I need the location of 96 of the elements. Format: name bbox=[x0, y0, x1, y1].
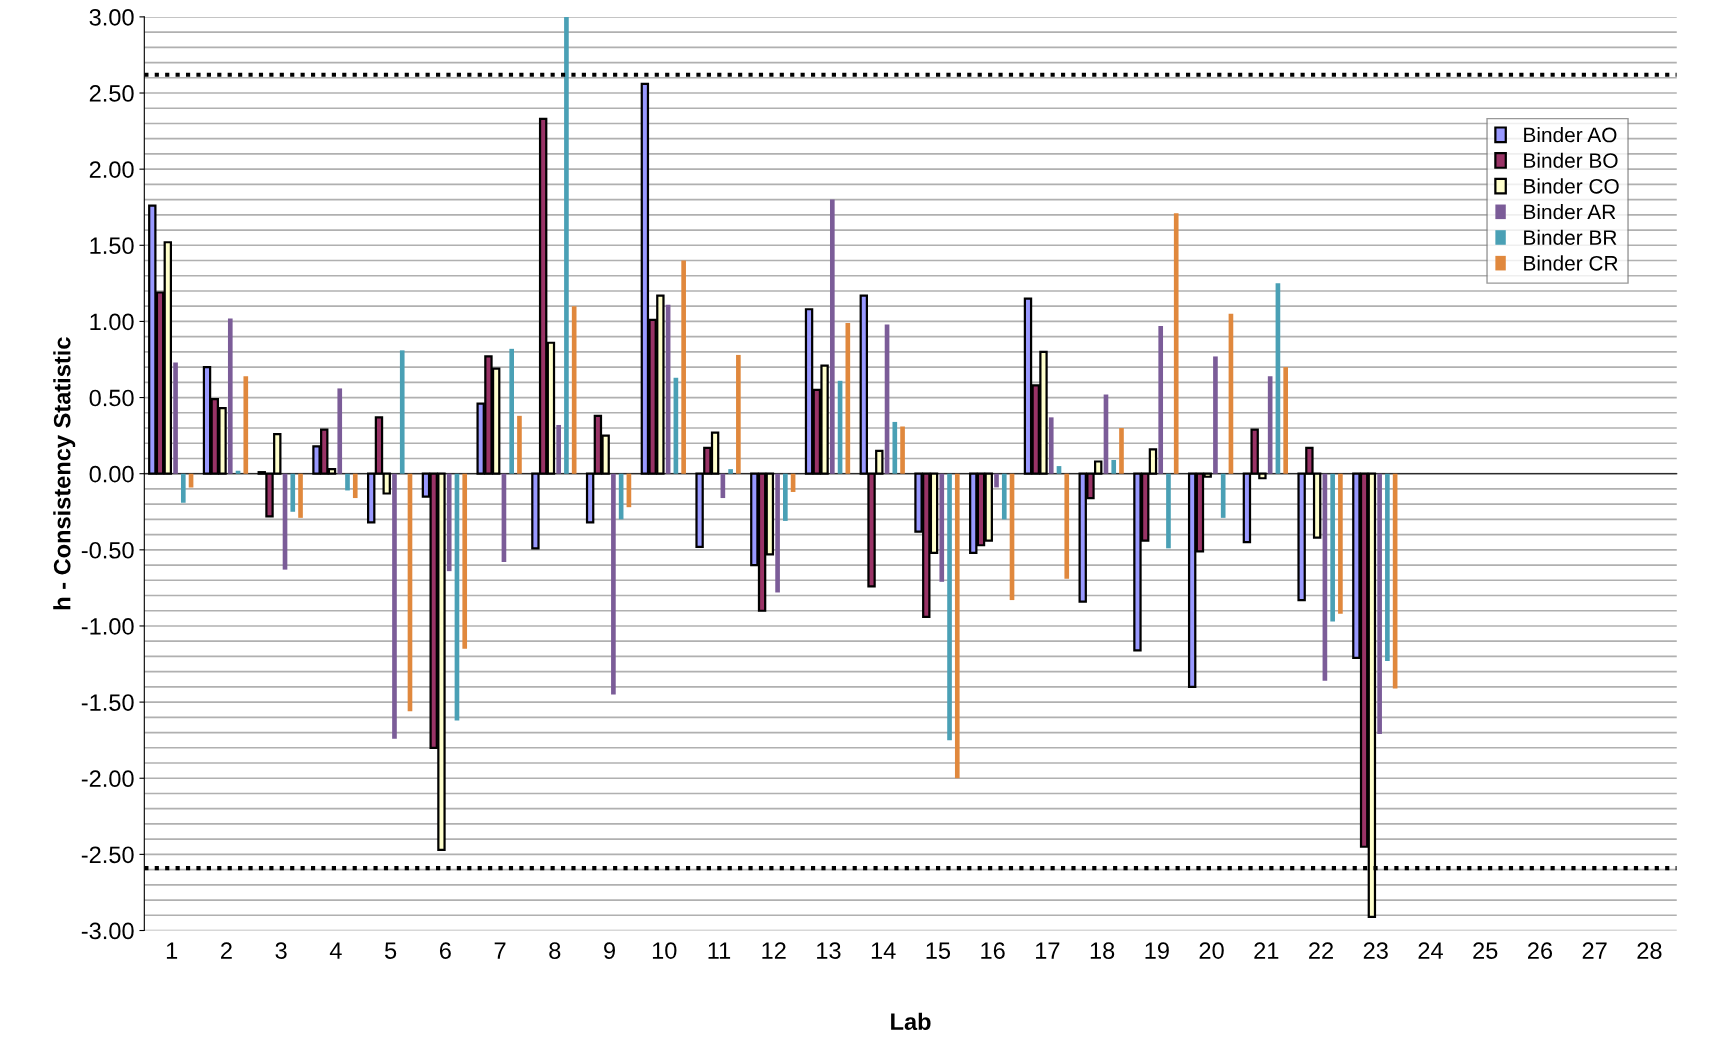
bar bbox=[681, 260, 686, 474]
bar bbox=[900, 426, 905, 474]
legend-label: Binder BR bbox=[1524, 229, 1617, 245]
x-tick-label: 19 bbox=[1145, 942, 1169, 959]
bar bbox=[173, 362, 178, 474]
bar bbox=[1220, 473, 1226, 518]
bar bbox=[290, 473, 296, 512]
bar bbox=[947, 473, 952, 741]
bar bbox=[939, 473, 945, 582]
x-tick-label: 23 bbox=[1363, 942, 1388, 959]
bar bbox=[352, 473, 358, 499]
bar bbox=[1385, 473, 1390, 661]
x-tick-label: 2 bbox=[221, 942, 232, 959]
x-tick-label: 26 bbox=[1528, 942, 1553, 959]
bar bbox=[994, 473, 999, 488]
bar bbox=[1166, 473, 1171, 549]
y-tick-label: -1.50 bbox=[81, 694, 134, 711]
bar bbox=[446, 473, 452, 572]
x-tick-label: 25 bbox=[1473, 942, 1498, 959]
y-tick-label: 2.50 bbox=[89, 85, 134, 102]
x-tick-label: 10 bbox=[652, 942, 677, 959]
legend-label: Binder CO bbox=[1524, 178, 1619, 194]
bar bbox=[227, 318, 233, 474]
y-tick-label: 0.50 bbox=[89, 389, 134, 407]
bar bbox=[399, 350, 405, 474]
y-tick-label: -0.50 bbox=[81, 541, 134, 559]
bar bbox=[1338, 473, 1343, 614]
bar bbox=[1119, 428, 1124, 474]
x-tick-label: 12 bbox=[762, 942, 786, 959]
x-tick-label: 24 bbox=[1418, 942, 1443, 959]
bar bbox=[1056, 466, 1062, 474]
bar bbox=[556, 424, 561, 474]
bar bbox=[728, 469, 733, 474]
x-tick-label: 11 bbox=[708, 942, 731, 959]
x-tick-label: 16 bbox=[981, 942, 1005, 959]
bar bbox=[298, 473, 303, 518]
bar bbox=[775, 473, 780, 593]
x-tick-label: 28 bbox=[1637, 942, 1662, 959]
y-tick-label: -2.50 bbox=[81, 846, 134, 864]
y-tick-label: 1.50 bbox=[90, 237, 134, 255]
bar bbox=[1330, 473, 1335, 622]
bar bbox=[1283, 367, 1288, 474]
bar bbox=[243, 376, 249, 474]
legend-label: Binder AO bbox=[1524, 126, 1617, 143]
x-tick-label: 6 bbox=[439, 942, 451, 959]
bar bbox=[345, 473, 350, 491]
x-tick-label: 18 bbox=[1090, 942, 1115, 959]
bar bbox=[1173, 213, 1179, 474]
x-tick-label: 15 bbox=[926, 942, 951, 959]
x-tick-label: 22 bbox=[1309, 942, 1333, 959]
legend-label: Binder BO bbox=[1524, 152, 1618, 168]
bar bbox=[783, 473, 788, 521]
x-tick-label: 4 bbox=[329, 942, 342, 959]
bar bbox=[337, 388, 343, 474]
x-tick-label: 1 bbox=[166, 942, 178, 959]
bar bbox=[462, 473, 468, 649]
bar bbox=[1377, 473, 1382, 735]
bar bbox=[829, 199, 835, 474]
bar bbox=[180, 473, 186, 503]
x-tick-label: 27 bbox=[1582, 942, 1607, 959]
y-axis-title: h - Consistency Statistic bbox=[53, 337, 76, 610]
bar bbox=[1213, 356, 1218, 474]
y-tick-label: 0.00 bbox=[89, 465, 134, 483]
x-tick-label: 9 bbox=[604, 942, 615, 959]
bar bbox=[1048, 417, 1054, 474]
bar bbox=[392, 473, 397, 739]
bar bbox=[509, 348, 515, 474]
bar bbox=[1158, 325, 1164, 474]
bar bbox=[736, 354, 741, 474]
bar bbox=[954, 473, 960, 779]
bar bbox=[1111, 459, 1117, 474]
x-tick-label: 8 bbox=[549, 942, 561, 959]
bar bbox=[1001, 473, 1007, 520]
bar bbox=[517, 415, 522, 474]
x-tick-label: 3 bbox=[275, 942, 287, 959]
bar bbox=[564, 16, 569, 474]
x-axis-title: Lab bbox=[891, 1012, 931, 1031]
y-tick-label: 1.00 bbox=[90, 313, 134, 331]
legend-label: Binder CR bbox=[1524, 255, 1618, 271]
y-tick-label: -1.00 bbox=[81, 618, 134, 635]
legend-label: Binder AR bbox=[1524, 204, 1616, 220]
bar bbox=[1064, 473, 1070, 579]
x-tick-label: 7 bbox=[494, 942, 506, 959]
y-tick-label: 3.00 bbox=[89, 8, 134, 26]
x-tick-label: 17 bbox=[1036, 942, 1060, 959]
x-tick-label: 20 bbox=[1199, 942, 1224, 959]
y-tick-label: 2.00 bbox=[89, 161, 134, 178]
y-tick-label: -2.00 bbox=[81, 770, 134, 788]
bar bbox=[571, 306, 577, 474]
bar bbox=[611, 473, 616, 695]
x-tick-label: 5 bbox=[384, 942, 397, 959]
x-tick-label: 13 bbox=[817, 942, 841, 959]
bar bbox=[892, 421, 898, 474]
x-tick-label: 21 bbox=[1254, 942, 1279, 959]
y-tick-label: -3.00 bbox=[81, 922, 134, 940]
x-tick-label: 14 bbox=[871, 942, 896, 959]
